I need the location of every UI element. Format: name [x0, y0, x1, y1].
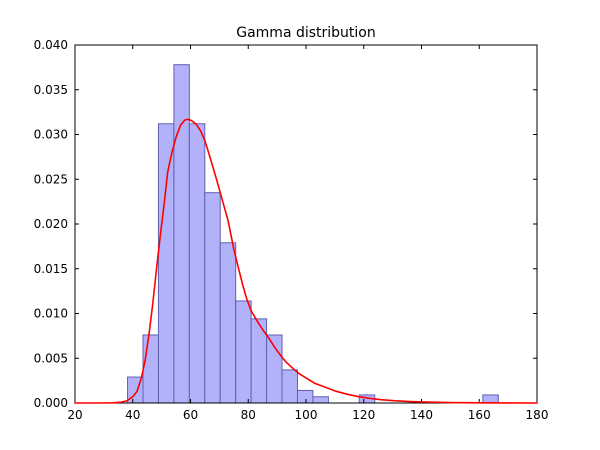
- y-axis-tick-label: 0.030: [34, 128, 68, 142]
- y-axis-tick-label: 0.000: [34, 396, 68, 410]
- x-axis-tick-label: 60: [183, 408, 198, 422]
- gamma-pdf-fit-curve: [74, 118, 538, 404]
- y-axis-tick-label: 0.005: [34, 351, 68, 365]
- histogram-bar: [173, 64, 190, 404]
- histogram-bar: [204, 192, 221, 404]
- histogram-bar: [235, 300, 252, 404]
- x-axis-tick-label: 120: [352, 408, 375, 422]
- histogram-bar: [157, 123, 175, 404]
- x-axis-tick-label: 100: [295, 408, 318, 422]
- y-axis-tick-label: 0.020: [34, 217, 68, 231]
- histogram-bar: [312, 396, 329, 404]
- x-axis-tick-label: 180: [526, 408, 549, 422]
- x-axis-tick-label: 80: [241, 408, 256, 422]
- y-axis-tick-label: 0.015: [34, 262, 68, 276]
- x-axis-tick-label: 160: [468, 408, 491, 422]
- y-axis-tick-label: 0.040: [34, 38, 68, 52]
- histogram-bar: [219, 242, 237, 404]
- histogram-bar: [296, 389, 314, 404]
- histogram-bar: [188, 123, 206, 404]
- x-axis-tick-label: 140: [410, 408, 433, 422]
- y-axis-tick-label: 0.010: [34, 307, 68, 321]
- x-axis-tick-label: 20: [67, 408, 82, 422]
- y-axis-tick-label: 0.025: [34, 172, 68, 186]
- y-axis-tick-label: 0.035: [34, 83, 68, 97]
- histogram-bar: [281, 369, 298, 404]
- histogram-bar: [482, 394, 499, 404]
- plot-area: 20 40 60 80 100 120 140 160 180 0.000 0.005 0.010 0.…: [34, 38, 549, 422]
- x-axis-tick-label: 40: [125, 408, 140, 422]
- chart-title: Gamma distribution: [236, 25, 376, 41]
- histogram-bar: [142, 334, 159, 404]
- histogram-bar: [266, 334, 283, 404]
